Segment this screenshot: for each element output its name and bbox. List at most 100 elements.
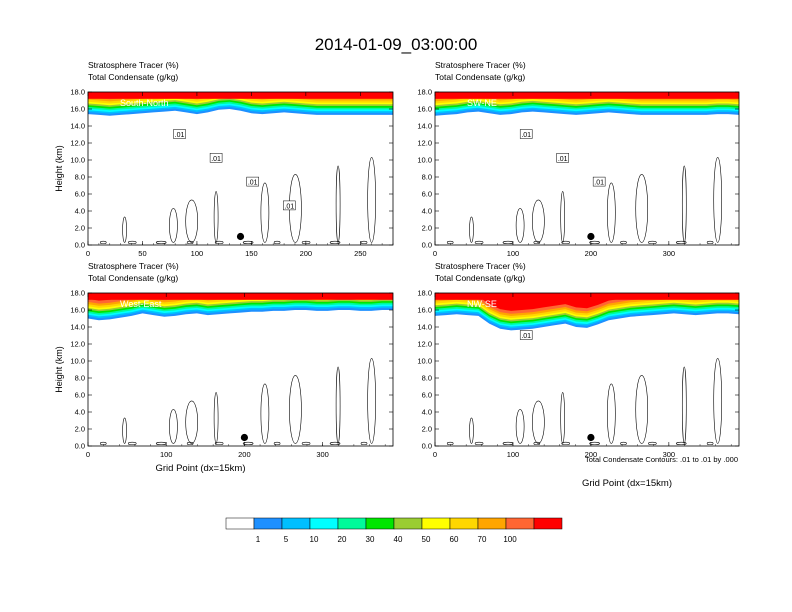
x-tick-label: 0 [433, 249, 437, 258]
colorbar-label: 10 [310, 535, 319, 544]
section-name: SW-NE [467, 98, 497, 108]
contour-line [185, 400, 198, 444]
panel-label-condensate: Total Condensate (g/kg) [88, 273, 178, 283]
y-tick-label: 0.0 [75, 442, 85, 451]
contour-line [589, 240, 600, 245]
y-tick-label: 0.0 [75, 241, 85, 250]
panel-label-condensate: Total Condensate (g/kg) [435, 273, 525, 283]
y-tick-label: 6.0 [422, 190, 432, 199]
contour-line [367, 157, 376, 243]
contour-line [273, 441, 281, 446]
contour-line [620, 441, 627, 446]
y-tick-label: 14.0 [70, 323, 85, 332]
contour-line [213, 392, 219, 444]
colorbar-label: 20 [338, 535, 347, 544]
x-tick-label: 100 [507, 450, 520, 459]
contour-line [155, 240, 167, 245]
colorbar-swatch [477, 517, 507, 530]
colorbar-label: 1 [256, 535, 261, 544]
contour-line [533, 240, 541, 245]
y-tick-label: 0.0 [422, 241, 432, 250]
y-tick-label: 8.0 [422, 173, 432, 182]
y-axis-title: Height (km) [54, 145, 64, 192]
colorbar-swatch [337, 517, 367, 530]
contour-line [273, 240, 281, 245]
y-tick-label: 14.0 [417, 323, 432, 332]
contour-label-box [209, 153, 223, 163]
contour-line [706, 240, 714, 245]
contour-label: .01 [209, 153, 223, 163]
y-tick-label: 6.0 [422, 391, 432, 400]
tracer-top [435, 92, 739, 99]
x-tick-label: 300 [663, 249, 676, 258]
contour-line [515, 409, 525, 444]
contour-line [469, 216, 474, 243]
contour-label-box [556, 153, 569, 163]
y-tick-label: 18.0 [70, 88, 85, 97]
contour-line [635, 174, 649, 243]
y-tick-label: 10.0 [417, 156, 432, 165]
contour-line [329, 240, 341, 245]
colorbar-swatch [365, 517, 395, 530]
y-tick-label: 10.0 [417, 357, 432, 366]
plot-background [88, 293, 393, 446]
contour-label-box [283, 200, 296, 211]
panel-label-tracer: Stratosphere Tracer (%) [88, 261, 179, 271]
contour-label: .01 [519, 129, 533, 139]
y-tick-label: 4.0 [422, 207, 432, 216]
contour-label-text: .01 [211, 156, 221, 163]
colorbar-swatch [505, 517, 535, 530]
contour-line [186, 240, 194, 245]
contour-line [474, 441, 484, 446]
contour-line [713, 157, 723, 243]
contour-label: .01 [556, 153, 569, 163]
x-axis-title: Grid Point (dx=15km) [155, 463, 245, 474]
x-tick-label: 200 [238, 450, 251, 459]
panel-nw-se: .01 0.0 2.0 4.0 6.0 8.0 10.0 12.0 14.0 16.0 18.0 0 1… [417, 261, 740, 489]
y-tick-label: 16.0 [70, 105, 85, 114]
colorbar-swatch [393, 517, 423, 530]
y-axis-title: Height (km) [54, 346, 64, 393]
x-tick-label: 250 [354, 249, 367, 258]
contour-line [446, 441, 454, 446]
y-tick-label: 0.0 [422, 442, 432, 451]
contour-line [169, 208, 178, 243]
contour-label-text: .01 [175, 132, 185, 139]
contour-line [589, 441, 600, 446]
colorbar-label: 50 [422, 535, 431, 544]
y-tick-label: 8.0 [75, 173, 85, 182]
contour-line [185, 199, 198, 243]
panel-label-condensate: Total Condensate (g/kg) [435, 72, 525, 82]
contour-label-text: .01 [558, 156, 568, 163]
contour-line [681, 165, 687, 243]
y-tick-label: 2.0 [75, 224, 85, 233]
contour-line [713, 358, 723, 444]
contour-label-text: .01 [248, 180, 258, 187]
section-name: South-North [120, 98, 169, 108]
section-name: NW-SE [467, 299, 497, 309]
y-tick-label: 18.0 [417, 88, 432, 97]
condensate-contours [446, 358, 723, 446]
y-tick-label: 12.0 [417, 139, 432, 148]
colorbar-swatch [253, 517, 283, 530]
panel-label-tracer: Stratosphere Tracer (%) [88, 60, 179, 70]
y-tick-label: 12.0 [70, 340, 85, 349]
condensate-contours [99, 358, 376, 446]
panel-label-condensate: Total Condensate (g/kg) [88, 72, 178, 82]
contour-line [532, 400, 545, 444]
contour-line [301, 441, 311, 446]
y-tick-label: 14.0 [417, 122, 432, 131]
contour-line [260, 383, 270, 444]
x-tick-label: 0 [86, 249, 90, 258]
contour-line [515, 208, 525, 243]
colorbar-swatch [309, 517, 339, 530]
y-tick-label: 2.0 [422, 425, 432, 434]
contour-line [474, 240, 484, 245]
contour-line [127, 240, 137, 245]
contour-line [214, 240, 224, 245]
contour-label-box [519, 330, 533, 340]
contour-label: .01 [283, 200, 296, 211]
panels: .01 .01 .01 .01 0.0 2.0 4.0 6.0 8.0 10.0 12.0 14.0 1… [54, 60, 740, 489]
contour-line [446, 240, 454, 245]
colorbar-label: 40 [394, 535, 403, 544]
